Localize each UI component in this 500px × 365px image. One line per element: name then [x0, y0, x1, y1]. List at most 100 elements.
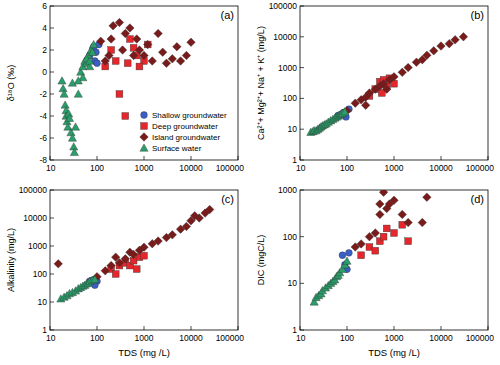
- x-tick-label: 10: [46, 333, 56, 343]
- point: [90, 40, 98, 47]
- x-tick-label: 10000: [429, 333, 453, 343]
- point: [418, 218, 427, 227]
- point: [361, 101, 370, 110]
- point: [154, 237, 163, 246]
- point: [182, 51, 191, 60]
- point: [129, 51, 138, 60]
- point: [74, 90, 82, 97]
- x-tick: [144, 156, 145, 160]
- point: [390, 73, 399, 82]
- point: [371, 229, 380, 238]
- y-tick-label: 1000: [278, 185, 297, 195]
- y-tick-label: 4: [42, 23, 47, 33]
- y-tick-label: 100: [283, 232, 297, 242]
- x-tick-label: 1000: [135, 163, 154, 173]
- legend-label: Island groundwater: [152, 133, 220, 142]
- point: [187, 38, 196, 47]
- y-tick: [50, 160, 54, 161]
- x-tick: [144, 326, 145, 330]
- point: [65, 114, 73, 121]
- x-axis-label: TDS (mg /L): [118, 347, 170, 358]
- x-tick-label: 10000: [429, 163, 453, 173]
- y-tick: [50, 218, 54, 219]
- point: [71, 123, 79, 130]
- point: [94, 60, 101, 67]
- point: [341, 108, 349, 115]
- point: [96, 37, 105, 46]
- x-tick: [488, 156, 489, 160]
- y-tick-label: 6: [42, 1, 47, 11]
- y-tick: [50, 116, 54, 117]
- y-tick: [300, 36, 304, 37]
- point: [101, 267, 110, 276]
- point: [404, 63, 413, 72]
- y-tick: [300, 67, 304, 68]
- x-tick: [441, 326, 442, 330]
- point: [121, 255, 129, 263]
- figure: 10100100010000100000-8-6-4-20246(a)δ¹⁸O …: [0, 0, 500, 365]
- y-tick-label: 1: [292, 155, 297, 165]
- y-tick: [300, 129, 304, 130]
- y-tick-label: 1000: [278, 63, 297, 73]
- y-tick-label: 0: [42, 67, 47, 77]
- point: [429, 47, 438, 56]
- x-tick: [191, 326, 192, 330]
- point: [190, 212, 199, 221]
- point: [115, 18, 124, 27]
- y-tick-label: 10000: [273, 32, 297, 42]
- point: [86, 57, 94, 64]
- point: [140, 51, 149, 60]
- point: [451, 36, 460, 45]
- plot-frame: [50, 6, 238, 160]
- x-tick: [50, 156, 51, 160]
- point: [398, 210, 407, 219]
- y-tick: [50, 138, 54, 139]
- y-tick: [50, 50, 54, 51]
- point: [358, 252, 365, 259]
- point: [390, 196, 399, 205]
- y-tick-label: -2: [39, 89, 47, 99]
- x-tick-label: 100: [340, 163, 354, 173]
- y-axis-label: Alkalinity (mg/L): [6, 228, 16, 292]
- point: [133, 266, 140, 273]
- point: [154, 29, 163, 38]
- point: [437, 42, 446, 51]
- y-tick: [50, 274, 54, 275]
- panel-title: (a): [221, 9, 234, 21]
- legend-marker: [141, 112, 148, 119]
- point: [143, 40, 152, 49]
- y-tick-label: -4: [39, 111, 47, 121]
- y-tick-label: 10: [288, 124, 298, 134]
- point: [105, 51, 114, 60]
- point: [339, 252, 346, 259]
- x-tick-label: 1000: [135, 333, 154, 343]
- plot-frame: [300, 6, 488, 160]
- point: [118, 46, 127, 55]
- x-tick-label: 10: [296, 163, 306, 173]
- point: [376, 200, 385, 209]
- point: [136, 63, 143, 70]
- x-tick: [191, 156, 192, 160]
- x-tick-label: 100000: [216, 163, 245, 173]
- x-tick-label: 100: [90, 333, 104, 343]
- point: [122, 113, 129, 120]
- y-tick: [50, 72, 54, 73]
- x-tick-label: 10000: [179, 333, 203, 343]
- point: [116, 91, 123, 98]
- point: [148, 57, 157, 66]
- point: [132, 35, 141, 44]
- x-tick-label: 10: [296, 333, 306, 343]
- legend-label: Shallow groundwater: [152, 111, 227, 120]
- x-axis-label: TDS (mg /L): [368, 347, 420, 358]
- point: [376, 210, 385, 219]
- y-tick: [50, 190, 54, 191]
- x-tick: [347, 326, 348, 330]
- points: [54, 205, 214, 302]
- y-axis-label: δ¹⁸O (‰): [6, 65, 16, 101]
- panel-title: (d): [471, 193, 484, 205]
- point: [112, 58, 119, 65]
- x-tick-label: 1000: [385, 163, 404, 173]
- point: [459, 33, 468, 42]
- point: [70, 148, 78, 155]
- point: [168, 231, 177, 240]
